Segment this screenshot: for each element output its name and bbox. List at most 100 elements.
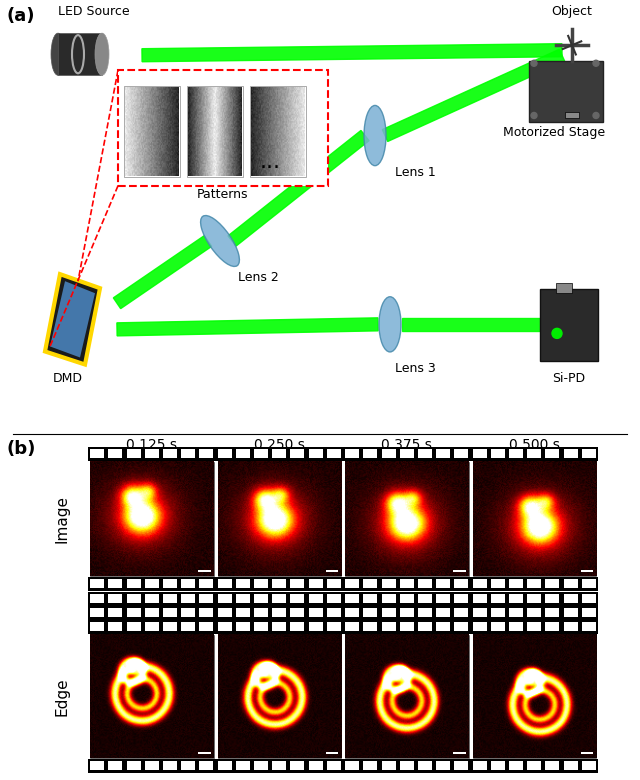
Bar [254,622,268,632]
Bar [308,580,323,588]
Bar [345,580,359,588]
Text: LED Source: LED Source [58,5,130,18]
Bar [564,594,578,604]
Bar [218,635,341,758]
Bar [127,608,141,618]
Bar [291,622,305,632]
Circle shape [593,112,599,119]
Bar [582,594,596,604]
Bar [163,580,177,588]
Bar [418,608,432,618]
Bar [509,449,523,459]
Bar [108,622,122,632]
Bar [527,761,541,771]
Bar [272,622,286,632]
Bar [582,761,596,771]
Bar [327,449,341,459]
Bar [527,594,541,604]
Bar [454,449,468,459]
Bar [364,580,378,588]
Bar [580,570,593,572]
Bar [272,761,286,771]
Bar [564,622,578,632]
Bar [163,761,177,771]
Text: 0.250 s: 0.250 s [254,438,305,452]
Bar [381,580,396,588]
Bar [145,622,159,632]
Bar [472,594,486,604]
Bar [491,622,505,632]
Bar [127,594,141,604]
Bar [509,761,523,771]
Polygon shape [45,274,100,364]
Text: Lens 1: Lens 1 [395,165,436,179]
Bar [272,449,286,459]
Bar [418,761,432,771]
Bar [436,594,450,604]
Text: 0.500 s: 0.500 s [509,438,560,452]
Bar [509,580,523,588]
Text: Edge: Edge [54,677,70,716]
Bar [400,449,413,459]
Bar [254,449,268,459]
Bar [181,580,195,588]
Bar [163,449,177,459]
Bar [527,622,541,632]
Bar [90,594,104,604]
Bar [345,635,468,758]
Bar [218,462,341,576]
Bar [582,449,596,459]
Bar [527,580,541,588]
Bar [308,761,323,771]
Bar [364,608,378,618]
Bar [90,622,104,632]
Bar [436,608,450,618]
Bar [565,112,579,119]
Bar [453,570,465,572]
Bar [218,449,232,459]
Bar [200,449,213,459]
Bar [163,594,177,604]
Bar [108,580,122,588]
Bar [418,580,432,588]
Bar [272,580,286,588]
Bar [108,761,122,771]
Bar [291,580,305,588]
Bar [327,761,341,771]
Bar [381,622,396,632]
Bar [127,449,141,459]
Bar [218,761,232,771]
Bar [272,608,286,618]
Bar [418,622,432,632]
Bar [200,761,213,771]
Bar [545,580,559,588]
Bar [254,761,268,771]
Bar [545,622,559,632]
Bar [88,577,598,591]
Text: Motorized Stage: Motorized Stage [503,126,605,139]
Bar [90,449,104,459]
Bar [198,570,211,572]
Bar [127,580,141,588]
Text: 0.375 s: 0.375 s [381,438,432,452]
Bar [454,761,468,771]
Bar [327,580,341,588]
Bar [345,761,359,771]
Ellipse shape [200,215,239,267]
Ellipse shape [51,33,65,76]
Bar [163,608,177,618]
Bar [364,449,378,459]
Bar [236,761,250,771]
Bar [472,462,596,576]
Bar [90,608,104,618]
Polygon shape [113,236,212,309]
Bar [291,449,305,459]
Bar [400,761,413,771]
Polygon shape [142,44,562,62]
Bar [90,580,104,588]
Bar [327,594,341,604]
Bar [400,580,413,588]
Bar [381,608,396,618]
Bar [163,622,177,632]
Bar [345,594,359,604]
